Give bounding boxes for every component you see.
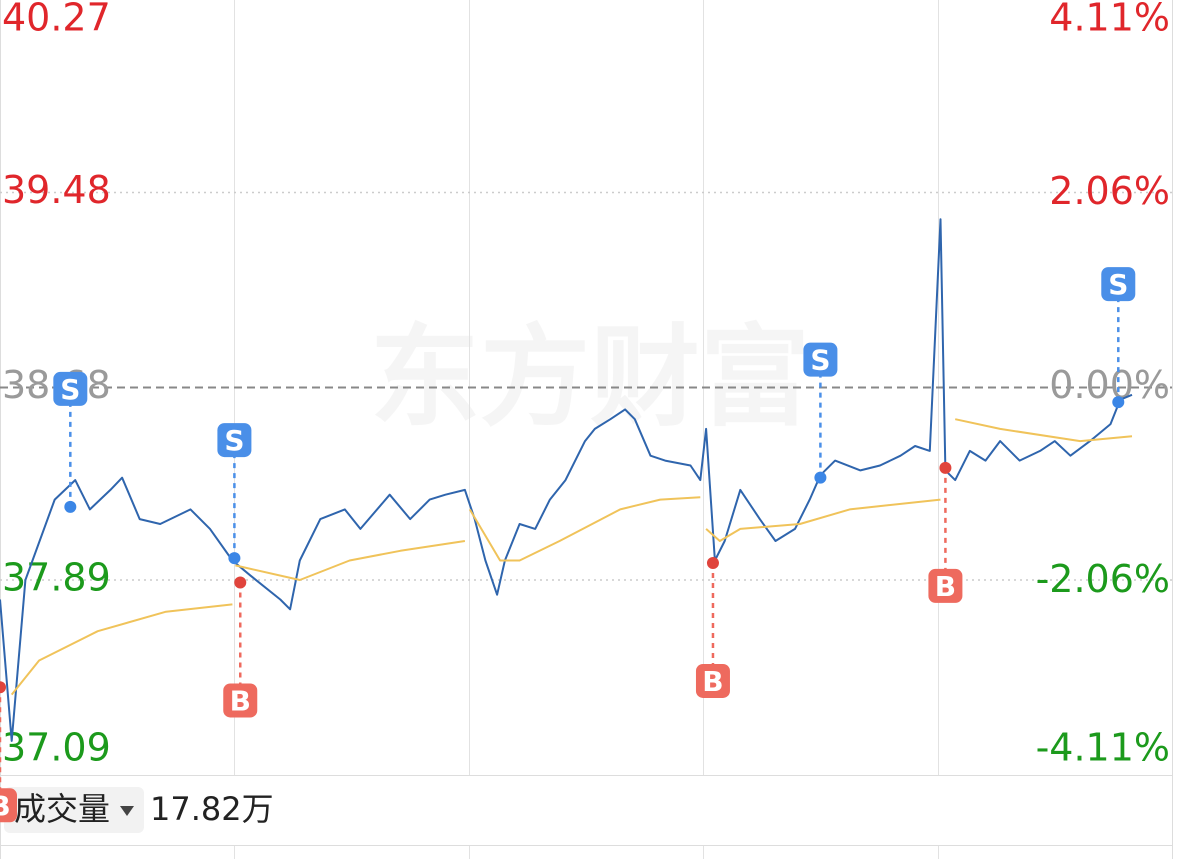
signal-point xyxy=(234,576,247,589)
signal-badge xyxy=(1101,267,1136,302)
volume-selector[interactable] xyxy=(4,787,144,833)
watermark: 东方财富 xyxy=(370,313,810,441)
y2-tick-label: -4.11% xyxy=(1036,726,1170,770)
signal-label: S xyxy=(224,424,244,457)
volume-value: 17.82万 xyxy=(150,790,274,828)
signal-point xyxy=(64,500,77,513)
signal-badge xyxy=(223,683,258,718)
y2-tick-label: 2.06% xyxy=(1049,169,1170,213)
y2-tick-label: -2.06% xyxy=(1036,557,1170,601)
signal-label: S xyxy=(60,373,80,406)
volume-label: 成交量 xyxy=(14,790,110,828)
signal-label: B xyxy=(0,789,11,822)
signal-badge xyxy=(695,663,730,698)
signal-label: B xyxy=(702,665,723,698)
y2-tick-label: 0.00% xyxy=(1049,363,1170,407)
signal-badge xyxy=(217,423,252,458)
signal-point xyxy=(706,556,719,569)
signal-badge xyxy=(53,371,88,406)
signal-point xyxy=(228,552,241,565)
y2-tick-label: 4.11% xyxy=(1049,0,1170,40)
signal-label: B xyxy=(935,570,956,603)
signal-badge xyxy=(928,568,963,603)
y-tick-label: 39.48 xyxy=(2,168,111,212)
signal-badge xyxy=(0,788,17,823)
price-line xyxy=(0,218,1133,742)
signal-badge xyxy=(803,342,838,377)
average-line xyxy=(10,418,1133,696)
y-tick-label: 37.89 xyxy=(2,556,111,600)
signal-point xyxy=(939,461,952,474)
y-tick-label: 37.09 xyxy=(2,726,111,770)
signal-point xyxy=(1112,396,1125,409)
signal-label: B xyxy=(230,684,251,717)
signal-label: S xyxy=(810,344,830,377)
signal-point xyxy=(0,681,6,694)
signal-point xyxy=(814,471,827,484)
signal-label: S xyxy=(1108,268,1128,301)
dropdown-arrow xyxy=(120,806,134,816)
volume-header: 成交量 17.82万 xyxy=(4,787,274,833)
y-tick-label: 40.27 xyxy=(2,0,111,40)
